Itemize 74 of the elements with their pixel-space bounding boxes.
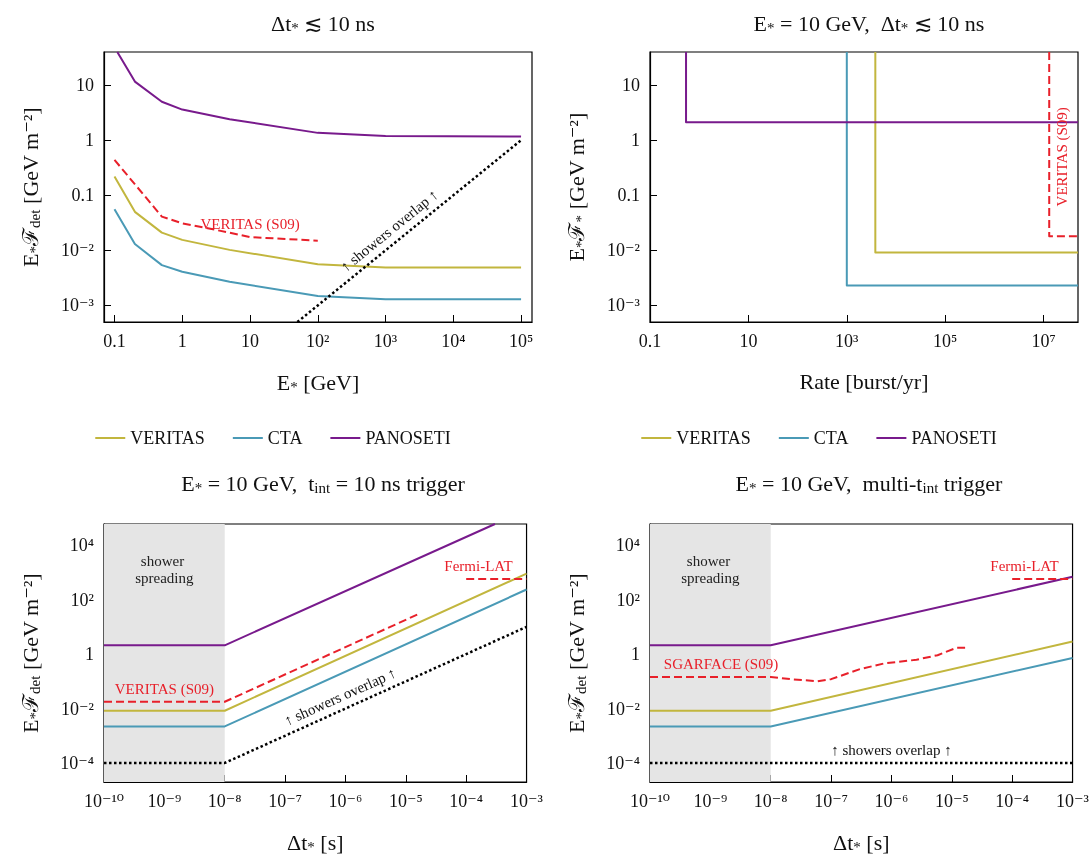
y-axis-title: E*ℱdet [GeV m⁻²]: [17, 107, 43, 267]
x-tick-label: 10⁻⁴: [995, 791, 1030, 811]
x-tick-label: 10⁻⁴: [449, 791, 484, 811]
y-tick-label: 1: [631, 644, 640, 665]
y-tick-label: 10⁻²: [61, 240, 94, 261]
annotation: VERITAS (S09): [114, 680, 214, 698]
x-tick-label: 10⁻⁵: [388, 791, 423, 811]
x-tick-label: 10³: [373, 331, 398, 351]
x-tick-label: 10⁻⁹: [147, 791, 182, 811]
legend-label: PANOSETI: [365, 428, 451, 448]
band-label: shower spreading: [135, 552, 195, 586]
x-tick-label: 10⁻⁷: [268, 791, 302, 811]
x-tick-label: 10⁻¹⁰: [83, 791, 125, 811]
y-axis-title: E*ℱdet [GeV m⁻²]: [563, 573, 589, 733]
y-tick-label: 1: [631, 130, 640, 151]
y-tick-label: 10⁻⁴: [60, 752, 94, 773]
x-tick-label: 10⁻⁸: [753, 791, 788, 811]
y-tick-label: 1: [85, 130, 94, 151]
x-axis-title: Δt* [s]: [833, 829, 890, 855]
x-tick-label: 10⁻⁶: [874, 791, 909, 811]
annotation: VERITAS (S09): [200, 216, 300, 234]
x-tick-label: 10⁻⁵: [934, 791, 969, 811]
chart-title: Δt* ≲ 10 ns: [271, 10, 375, 36]
x-tick-label: 10⁻¹⁰: [629, 791, 671, 811]
annotation: ↑ showers overlap ↑: [831, 741, 952, 758]
y-tick-label: 10⁻²: [607, 698, 640, 719]
y-tick-label: 10: [622, 75, 640, 96]
y-tick-label: 10⁻²: [61, 698, 94, 719]
x-axis-title: Rate [burst/yr]: [799, 368, 929, 394]
x-tick-label: 1: [177, 331, 187, 351]
y-axis-title: E*ℱdet [GeV m⁻²]: [17, 573, 43, 733]
x-tick-label: 10⁻⁷: [814, 791, 848, 811]
x-tick-label: 10: [241, 331, 260, 351]
annotation: Fermi-LAT: [990, 557, 1059, 574]
x-tick-label: 10²: [306, 331, 330, 351]
x-tick-label: 10⁻³: [1056, 791, 1090, 811]
x-tick-label: 10: [739, 331, 758, 351]
legend-label: CTA: [813, 428, 849, 448]
x-tick-label: 10⁵: [933, 331, 958, 351]
y-tick-label: 10⁻³: [61, 295, 95, 316]
y-tick-label: 10⁻²: [607, 240, 640, 261]
y-tick-label: 0.1: [617, 185, 640, 206]
chart-title: E* = 10 GeV, multi-tint trigger: [735, 470, 1004, 496]
x-tick-label: 10⁷: [1031, 331, 1056, 351]
y-tick-label: 0.1: [71, 185, 94, 206]
chart-title: E* = 10 GeV, Δt* ≲ 10 ns: [753, 10, 985, 36]
band-label: shower spreading: [681, 552, 741, 586]
x-tick-label: 10⁻³: [510, 791, 544, 811]
legend-label: VERITAS: [130, 428, 205, 448]
x-tick-label: 10⁻⁹: [693, 791, 728, 811]
y-axis-title: E*ℱ* [GeV m⁻²]: [563, 112, 589, 262]
annotation: SGARFACE (S09): [663, 655, 779, 673]
annotation: VERITAS (S09): [1054, 107, 1072, 207]
x-tick-label: 10⁵: [508, 331, 534, 351]
y-tick-label: 10⁴: [69, 535, 94, 556]
y-tick-label: 10⁻⁴: [606, 752, 640, 773]
x-tick-label: 10⁴: [441, 331, 466, 351]
legend-label: PANOSETI: [911, 428, 997, 448]
x-axis-title: E* [GeV]: [276, 369, 360, 395]
x-axis-title: Δt* [s]: [287, 829, 344, 855]
y-tick-label: 10⁴: [615, 535, 640, 556]
x-tick-label: 0.1: [103, 331, 126, 351]
y-tick-label: 10²: [616, 589, 640, 610]
x-tick-label: 10⁻⁶: [328, 791, 363, 811]
annotation: Fermi-LAT: [444, 557, 513, 574]
chart-title: E* = 10 GeV, tint = 10 ns trigger: [181, 470, 466, 496]
x-tick-label: 10⁻⁸: [207, 791, 242, 811]
legend-label: CTA: [267, 428, 303, 448]
y-tick-label: 1: [85, 644, 94, 665]
y-tick-label: 10²: [70, 589, 94, 610]
y-tick-label: 10⁻³: [607, 295, 641, 316]
y-tick-label: 10: [76, 75, 94, 96]
legend-label: VERITAS: [676, 428, 751, 448]
x-tick-label: 10³: [835, 331, 860, 351]
